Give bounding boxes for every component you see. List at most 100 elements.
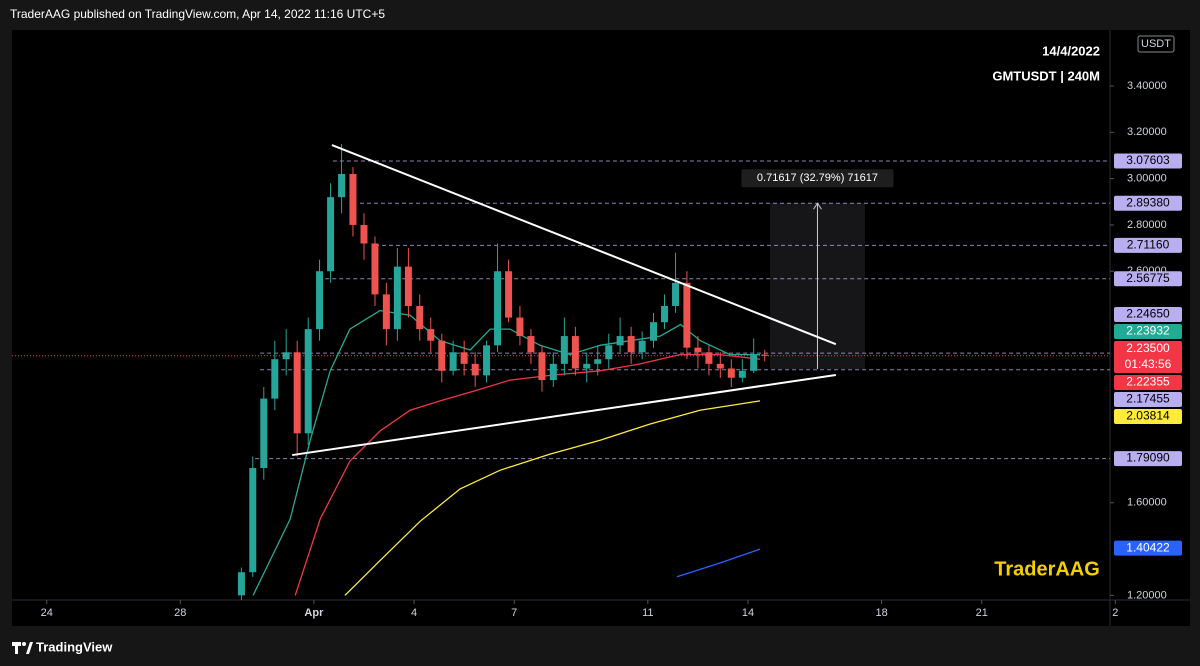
candle-body (282, 352, 290, 360)
x-tick-label: 4 (411, 607, 417, 619)
x-tick-label: 28 (174, 607, 186, 619)
moving-average (676, 548, 761, 578)
candle-body (594, 359, 602, 364)
candle-body (538, 352, 546, 381)
candle-body (716, 363, 724, 369)
candle-body (727, 368, 735, 378)
price-tag: 2.23932 (1126, 324, 1170, 338)
candle-body (527, 336, 535, 353)
price-tag: 2.22355 (1126, 375, 1170, 389)
moving-average (294, 353, 761, 596)
price-tag-box (1114, 375, 1182, 391)
price-tag: 2.89380 (1126, 195, 1170, 209)
watermark: TraderAAG (994, 558, 1100, 580)
x-tick-label: 14 (742, 607, 754, 619)
candle-body (260, 398, 268, 469)
candle-body (249, 468, 257, 573)
footer-logo (12, 642, 33, 654)
price-tag: 3.07603 (1126, 153, 1170, 167)
candle-body (672, 282, 680, 306)
candle-body (650, 322, 658, 341)
candle-body (349, 174, 357, 225)
candle-body (583, 363, 591, 369)
moving-average (344, 400, 761, 596)
price-tag: 2.03814 (1126, 409, 1170, 423)
y-tick-label: 1.20000 (1127, 589, 1167, 601)
candle-body (738, 370, 746, 378)
candle-body (705, 352, 713, 364)
price-tag: 2.24650 (1126, 307, 1170, 321)
candle-body (571, 336, 579, 369)
measure-label: 0.71617 (32.79%) 71617 (757, 172, 878, 184)
candle-body (483, 345, 491, 376)
candle-body (616, 336, 624, 346)
candle-body (761, 354, 769, 356)
candle-body (471, 363, 479, 376)
price-tag-box (1114, 153, 1182, 169)
price-tag-box (1114, 409, 1182, 425)
header: TraderAAG published on TradingView.com, … (10, 7, 385, 21)
candle-body (694, 347, 702, 353)
x-tick-label: 2 (1112, 607, 1118, 619)
chart-date: 14/4/2022 (1042, 43, 1100, 58)
trend-line (292, 373, 836, 457)
chart-area (12, 30, 1190, 626)
candle-body (505, 271, 513, 318)
trend-line (331, 144, 837, 346)
y-tick-label: 3.20000 (1127, 126, 1167, 138)
price-tag-box (1114, 341, 1182, 374)
x-tick-label: Apr (304, 607, 324, 619)
candle-body (371, 243, 379, 295)
price-tag-box (1114, 451, 1182, 467)
price-tag: 2.71160 (1127, 238, 1170, 252)
candle-body (360, 224, 368, 244)
y-tick-label: 1.60000 (1127, 497, 1167, 509)
candle-body (304, 329, 312, 434)
candle-body (416, 305, 424, 330)
x-tick-label: 11 (642, 607, 653, 619)
price-tag-box (1114, 307, 1182, 323)
y-tick-label: 2.80000 (1127, 219, 1167, 231)
countdown: 01:43:56 (1125, 357, 1172, 371)
price-tag-box (1114, 195, 1182, 211)
candle-body (404, 266, 412, 306)
candle-body (237, 572, 245, 596)
candle-body (516, 317, 524, 337)
price-tag-box (1114, 237, 1182, 253)
candle-body (683, 282, 691, 348)
axes: 3.400003.200003.000002.800002.600001.600… (41, 35, 1182, 619)
measure-label-box (741, 169, 894, 188)
price-tag: 2.17455 (1126, 392, 1170, 406)
x-tick-label: 24 (41, 607, 53, 619)
candle-body (271, 359, 279, 399)
candle-body (494, 271, 502, 346)
y-tick-label: 3.00000 (1127, 173, 1167, 185)
price-tag: 2.56775 (1126, 271, 1170, 285)
candle-body (560, 336, 568, 364)
currency: USDT (1141, 38, 1171, 50)
candle-body (449, 352, 457, 371)
candle-body (316, 271, 324, 330)
candle-body (382, 294, 390, 330)
candle-body (549, 363, 557, 381)
currency-box (1137, 35, 1175, 53)
price-tag: 1.79090 (1126, 451, 1170, 465)
plot: 0.71617 (32.79%) 71617 (12, 143, 1110, 600)
x-tick-label: 18 (875, 607, 887, 619)
price-tag: 2.23500 (1126, 341, 1170, 355)
x-tick-label: 21 (976, 607, 988, 619)
candle-body (460, 352, 468, 364)
candle-body (605, 345, 613, 360)
candle-body (393, 266, 401, 330)
footer: TradingView (36, 639, 113, 654)
price-tag-box (1114, 324, 1182, 340)
candle-body (661, 305, 669, 323)
candle-body (327, 197, 335, 272)
y-tick-label: 3.40000 (1127, 80, 1167, 92)
candle-body (438, 340, 446, 371)
symbol: GMTUSDT | 240M (992, 68, 1100, 83)
candle-body (627, 336, 635, 353)
candle-body (338, 174, 346, 198)
